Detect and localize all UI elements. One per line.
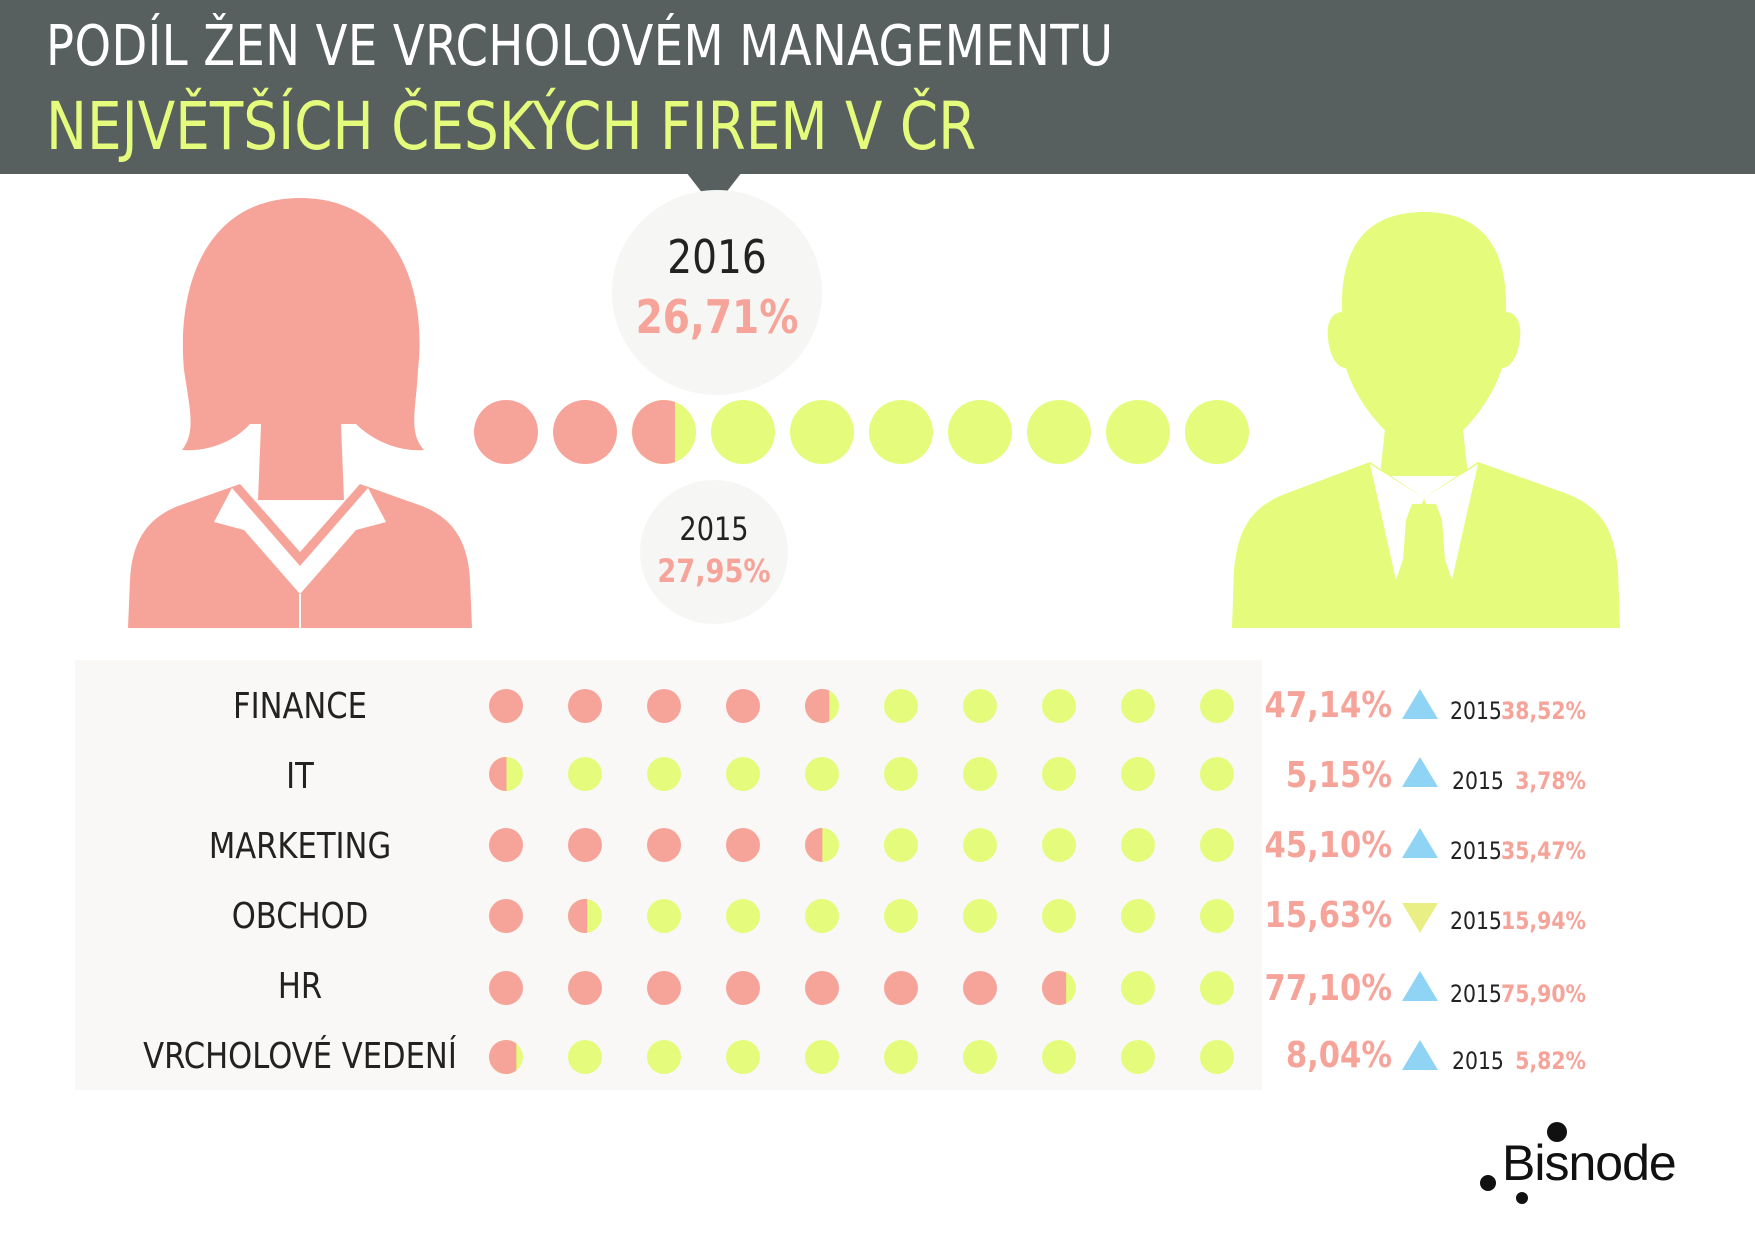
- category-label: HR: [277, 966, 323, 1007]
- category-label: IT: [286, 756, 314, 797]
- title-line-1: PODÍL ŽEN VE VRCHOLOVÉM MANAGEMENTU: [46, 14, 1114, 79]
- header-banner: PODÍL ŽEN VE VRCHOLOVÉM MANAGEMENTU NEJV…: [0, 0, 1755, 174]
- previous-value: 27,95%: [657, 552, 771, 590]
- category-prev-year: 2015: [1450, 907, 1502, 935]
- overall-dot: [711, 400, 775, 464]
- overall-dot: [474, 400, 538, 464]
- overall-dot: [948, 400, 1012, 464]
- previous-year: 2015: [679, 510, 749, 548]
- category-prev-value: 35,47%: [1501, 837, 1586, 865]
- category-prev-year: 2015: [1452, 1047, 1504, 1075]
- category-prev-value: 5,82%: [1515, 1047, 1586, 1075]
- category-prev-year: 2015: [1450, 980, 1502, 1008]
- category-table: [75, 660, 1262, 1090]
- overall-dot: [1185, 400, 1249, 464]
- category-prev-year: 2015: [1452, 767, 1504, 795]
- category-prev-value: 38,52%: [1501, 697, 1586, 725]
- overall-dot: [790, 400, 854, 464]
- triangle-up-icon: [1402, 689, 1438, 719]
- category-label: OBCHOD: [231, 896, 369, 937]
- category-value: 45,10%: [1264, 825, 1392, 866]
- category-value: 5,15%: [1285, 755, 1392, 796]
- triangle-up-icon: [1402, 757, 1438, 787]
- bisnode-logo: Bisnode: [1502, 1135, 1677, 1191]
- triangle-up-icon: [1402, 971, 1438, 1001]
- overall-dot: [553, 400, 617, 464]
- overall-dot: [869, 400, 933, 464]
- category-prev-year: 2015: [1450, 837, 1502, 865]
- category-value: 77,10%: [1264, 968, 1392, 1009]
- triangle-down-icon: [1402, 903, 1438, 933]
- current-year: 2016: [667, 230, 767, 284]
- triangle-up-icon: [1402, 828, 1438, 858]
- overall-dot: [1106, 400, 1170, 464]
- category-value: 8,04%: [1285, 1035, 1392, 1076]
- category-prev-year: 2015: [1450, 697, 1502, 725]
- overall-dot: [1027, 400, 1091, 464]
- current-value: 26,71%: [635, 290, 799, 344]
- category-prev-value: 15,94%: [1501, 907, 1586, 935]
- category-value: 47,14%: [1264, 685, 1392, 726]
- woman-silhouette-icon: [128, 198, 472, 628]
- bubble-2016: 2016 26,71%: [612, 190, 822, 395]
- category-prev-value: 75,90%: [1501, 980, 1586, 1008]
- overall-dot: [632, 400, 696, 465]
- title-line-2: NEJVĚTŠÍCH ČESKÝCH FIREM V ČR: [46, 88, 977, 165]
- category-value: 15,63%: [1264, 895, 1392, 936]
- category-label: FINANCE: [232, 686, 368, 727]
- bubble-2015: 2015 27,95%: [640, 480, 788, 624]
- category-label: MARKETING: [208, 826, 392, 867]
- category-prev-value: 3,78%: [1515, 767, 1586, 795]
- category-label: VRCHOLOVÉ VEDENÍ: [143, 1036, 457, 1077]
- triangle-up-icon: [1402, 1040, 1438, 1070]
- man-silhouette-icon: [1232, 212, 1620, 628]
